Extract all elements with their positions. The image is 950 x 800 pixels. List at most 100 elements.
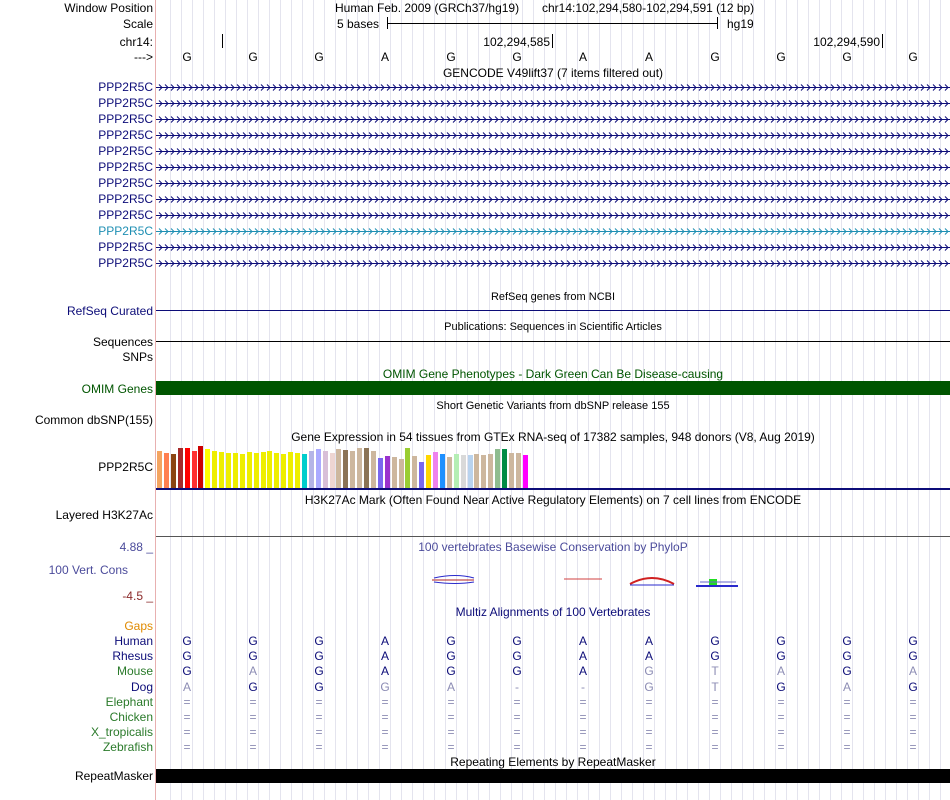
gtex-tissue-bar[interactable] [384, 456, 390, 488]
multiz-species-label[interactable]: X_tropicalis [90, 725, 153, 740]
repeatmasker-feature[interactable] [156, 769, 950, 783]
gencode-transcript-label[interactable]: PPP2R5C [98, 176, 153, 190]
gencode-transcript-line[interactable] [156, 97, 950, 109]
phylop-track-title[interactable]: 100 vertebrates Basewise Conservation by… [418, 540, 688, 554]
gtex-tissue-bar[interactable] [398, 459, 404, 488]
omim-track-title[interactable]: OMIM Gene Phenotypes - Dark Green Can Be… [382, 367, 724, 381]
gtex-tissue-bar[interactable] [157, 451, 162, 488]
dbsnp-track-title[interactable]: Short Genetic Variants from dbSNP releas… [436, 400, 670, 412]
gencode-transcript-label[interactable]: PPP2R5C [98, 80, 153, 94]
multiz-species-label[interactable]: Mouse [116, 664, 153, 679]
gencode-transcript-label[interactable]: PPP2R5C [98, 144, 153, 158]
multiz-species-label[interactable]: Dog [130, 679, 153, 694]
refseq-track-title[interactable]: RefSeq genes from NCBI [490, 291, 616, 303]
gtex-tissue-bar[interactable] [274, 453, 280, 488]
gtex-tissue-bar[interactable] [329, 453, 335, 488]
gtex-tissue-bar[interactable] [246, 452, 252, 488]
gtex-tissue-bar[interactable] [260, 452, 266, 488]
multiz-species-label[interactable]: Elephant [105, 694, 153, 709]
gtex-tissue-bar[interactable] [370, 451, 376, 488]
gtex-tissue-bar[interactable] [419, 462, 425, 488]
gtex-tissue-bar[interactable] [426, 455, 432, 488]
gencode-transcript-line[interactable] [156, 161, 950, 173]
gtex-tissue-bar[interactable] [295, 453, 300, 488]
gtex-tissue-bar[interactable] [184, 448, 190, 488]
gtex-tissue-bar[interactable] [301, 454, 307, 488]
multiz-species-label[interactable]: Rhesus [112, 649, 153, 664]
gencode-transcript-label[interactable]: PPP2R5C [98, 240, 153, 254]
gtex-tissue-bar[interactable] [308, 451, 314, 488]
gtex-tissue-bar[interactable] [357, 448, 363, 488]
publications-track-title[interactable]: Publications: Sequences in Scientific Ar… [444, 321, 662, 333]
repeatmasker-track-label[interactable]: RepeatMasker [74, 769, 153, 783]
gtex-tissue-bar[interactable] [515, 453, 521, 488]
gtex-tissue-bar[interactable] [191, 451, 197, 488]
gencode-transcript-line[interactable] [156, 209, 950, 221]
gencode-transcript-label[interactable]: PPP2R5C [98, 256, 153, 270]
gencode-transcript-label[interactable]: PPP2R5C [98, 224, 153, 238]
gtex-tissue-bar[interactable] [350, 451, 356, 488]
gtex-tissue-bar[interactable] [226, 453, 231, 488]
gtex-track-label[interactable]: PPP2R5C [98, 460, 153, 474]
gtex-tissue-bar[interactable] [336, 449, 342, 488]
gtex-tissue-bar[interactable] [219, 452, 225, 488]
gtex-tissue-bar[interactable] [177, 448, 183, 488]
gtex-tissue-bar[interactable] [232, 453, 238, 488]
gtex-tissue-bar[interactable] [439, 454, 445, 488]
gtex-tissue-bar[interactable] [343, 450, 349, 488]
gtex-tissue-bar[interactable] [212, 451, 218, 488]
gtex-tissue-bar[interactable] [502, 449, 507, 488]
h3k27ac-track-label[interactable]: Layered H3K27Ac [55, 508, 153, 522]
repeatmasker-track-title[interactable]: Repeating Elements by RepeatMasker [450, 755, 656, 769]
dbsnp-track-label[interactable]: Common dbSNP(155) [34, 413, 153, 427]
gencode-transcript-label[interactable]: PPP2R5C [98, 128, 153, 142]
gtex-tissue-bar[interactable] [481, 455, 487, 488]
refseq-track-label[interactable]: RefSeq Curated [66, 304, 153, 318]
gtex-tissue-bar[interactable] [364, 448, 369, 488]
gencode-transcript-line[interactable] [156, 129, 950, 141]
gencode-transcript-line[interactable] [156, 145, 950, 157]
gtex-tissue-bar[interactable] [446, 457, 452, 488]
gtex-tissue-bar[interactable] [522, 455, 528, 488]
omim-track-label[interactable]: OMIM Genes [81, 382, 153, 396]
gtex-tissue-bar[interactable] [495, 449, 501, 488]
gencode-track-title[interactable]: GENCODE V49lift37 (7 items filtered out) [442, 66, 664, 80]
gtex-track-title[interactable]: Gene Expression in 54 tissues from GTEx … [291, 430, 815, 444]
gencode-transcript-line[interactable] [156, 193, 950, 205]
omim-track-feature[interactable] [156, 381, 950, 395]
gtex-tissue-bar[interactable] [253, 453, 259, 488]
sequences-track-label[interactable]: Sequences [92, 335, 153, 349]
gencode-transcript-line[interactable] [156, 177, 950, 189]
gencode-transcript-line[interactable] [156, 241, 950, 253]
multiz-species-label[interactable]: Chicken [109, 710, 153, 724]
gencode-transcript-label[interactable]: PPP2R5C [98, 112, 153, 126]
gtex-tissue-bar[interactable] [474, 454, 480, 488]
multiz-species-label[interactable]: Zebrafish [102, 740, 153, 755]
phylop-signal[interactable] [156, 570, 950, 592]
gtex-bar-chart[interactable] [157, 444, 557, 488]
gtex-tissue-bar[interactable] [239, 454, 245, 488]
gencode-transcript-label[interactable]: PPP2R5C [98, 160, 153, 174]
gencode-transcript-label[interactable]: PPP2R5C [98, 208, 153, 222]
gtex-tissue-bar[interactable] [467, 455, 473, 488]
snps-track-label[interactable]: SNPs [122, 350, 153, 364]
gtex-tissue-bar[interactable] [460, 455, 466, 488]
gencode-transcript-label[interactable]: PPP2R5C [98, 96, 153, 110]
gencode-transcript-label[interactable]: PPP2R5C [98, 192, 153, 206]
gtex-tissue-bar[interactable] [267, 451, 273, 488]
phylop-track-label[interactable]: 100 Vert. Cons [48, 563, 128, 577]
gencode-transcript-line[interactable] [156, 257, 950, 269]
gtex-tissue-bar[interactable] [170, 454, 176, 488]
gtex-tissue-bar[interactable] [433, 452, 438, 488]
gencode-transcript-line[interactable] [156, 225, 950, 237]
multiz-species-label[interactable]: Human [114, 634, 153, 648]
gtex-tissue-bar[interactable] [281, 454, 287, 488]
gtex-tissue-bar[interactable] [315, 449, 321, 488]
gtex-tissue-bar[interactable] [377, 458, 383, 488]
gencode-transcript-line[interactable] [156, 81, 950, 93]
h3k27ac-track-title[interactable]: H3K27Ac Mark (Often Found Near Active Re… [304, 493, 802, 507]
gtex-tissue-bar[interactable] [288, 452, 294, 488]
gtex-tissue-bar[interactable] [163, 453, 169, 488]
gtex-tissue-bar[interactable] [488, 454, 494, 488]
gtex-tissue-bar[interactable] [322, 451, 328, 488]
